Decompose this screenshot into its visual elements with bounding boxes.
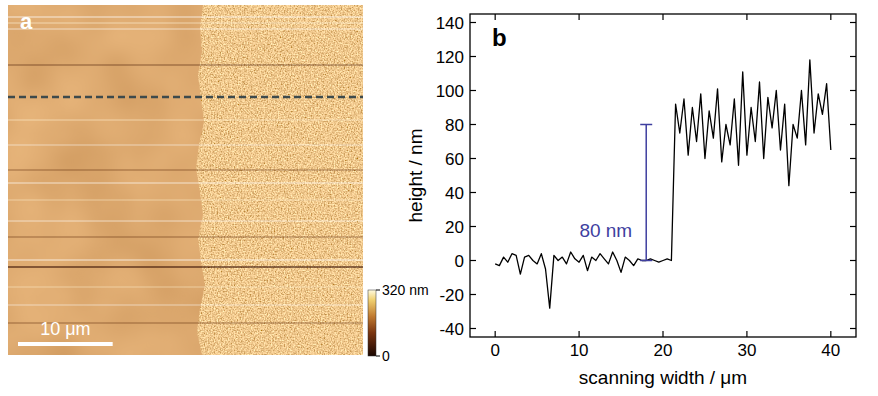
x-tick-top xyxy=(830,14,831,20)
scan-streak xyxy=(8,200,363,201)
x-tick xyxy=(495,331,496,337)
y-tick-right xyxy=(850,192,856,193)
y-tick-label: 120 xyxy=(436,48,464,67)
scan-streak xyxy=(8,170,363,171)
y-tick-label: 140 xyxy=(436,14,464,33)
y-tick-right xyxy=(850,226,856,227)
colorbar-tick-label: 320 nm xyxy=(382,282,429,298)
substrate-region xyxy=(8,5,363,355)
y-tick xyxy=(470,90,476,91)
y-tick xyxy=(470,22,476,23)
y-tick-label: 60 xyxy=(445,150,464,169)
y-tick xyxy=(470,56,476,57)
y-tick-right xyxy=(850,56,856,57)
x-axis-title: scanning width / μm xyxy=(579,367,747,388)
x-tick-label: 10 xyxy=(570,341,589,360)
y-tick-label: 40 xyxy=(445,184,464,203)
x-tick-top xyxy=(578,14,579,20)
y-tick-label: 100 xyxy=(436,82,464,101)
x-tick xyxy=(830,331,831,337)
y-tick-right xyxy=(850,22,856,23)
y-tick-label: -20 xyxy=(439,286,464,305)
y-tick xyxy=(470,124,476,125)
y-tick-label: 80 xyxy=(445,116,464,135)
y-tick xyxy=(470,226,476,227)
y-tick-right xyxy=(850,328,856,329)
bracket-cap xyxy=(640,124,652,126)
scan-streak xyxy=(8,287,363,288)
scan-streak xyxy=(8,23,363,24)
scale-bar xyxy=(18,342,113,346)
profile-line xyxy=(8,96,363,99)
colorbar xyxy=(368,290,376,356)
x-tick xyxy=(578,331,579,337)
scan-streak xyxy=(8,29,363,30)
y-tick-right xyxy=(850,124,856,125)
x-tick-top xyxy=(495,14,496,20)
scale-bar-label: 10 μm xyxy=(40,319,90,339)
scan-streak xyxy=(8,145,363,146)
colorbar-tick-label: 0 xyxy=(382,348,390,364)
height-bracket xyxy=(640,125,652,261)
profile-line xyxy=(495,60,831,308)
scan-streak xyxy=(8,305,363,306)
x-tick xyxy=(746,331,747,337)
y-tick xyxy=(470,158,476,159)
y-tick xyxy=(470,328,476,329)
film-region xyxy=(8,5,363,355)
y-tick-right xyxy=(850,158,856,159)
x-tick-top xyxy=(662,14,663,20)
plot-area xyxy=(495,60,831,308)
y-tick-right xyxy=(850,260,856,261)
scan-streak xyxy=(8,221,363,222)
colorbar-tick xyxy=(376,290,380,291)
plot-frame xyxy=(470,14,856,337)
figure: a 10 μm 320 nm 0 0 10 20 30 40 -40 -20 0 20 40 60 80 100… xyxy=(0,0,878,396)
x-tick-label: 40 xyxy=(821,341,840,360)
y-tick xyxy=(470,260,476,261)
bracket-cap xyxy=(640,260,652,262)
scan-streak xyxy=(8,237,363,238)
x-tick-top xyxy=(746,14,747,20)
scan-streak xyxy=(8,16,363,17)
scan-streak xyxy=(8,120,363,121)
scan-streak xyxy=(8,65,363,66)
y-tick-label: 0 xyxy=(455,252,464,271)
x-tick-label: 20 xyxy=(654,341,673,360)
panel-label: b xyxy=(492,24,507,51)
x-tick xyxy=(662,331,663,337)
y-tick-label: -40 xyxy=(439,320,464,339)
x-tick-label: 30 xyxy=(737,341,756,360)
y-tick-right xyxy=(850,90,856,91)
scan-streak xyxy=(8,183,363,184)
scan-streak xyxy=(8,259,363,260)
y-tick-label: 20 xyxy=(445,218,464,237)
y-tick xyxy=(470,192,476,193)
colorbar-tick xyxy=(376,356,380,357)
y-axis-title: height / nm xyxy=(405,129,426,223)
panel-label: a xyxy=(20,9,33,34)
annotation-label: 80 nm xyxy=(579,220,632,241)
afm-image xyxy=(8,5,363,355)
scan-streak xyxy=(8,266,363,267)
bracket-line xyxy=(645,125,647,261)
y-tick xyxy=(470,294,476,295)
x-tick-label: 0 xyxy=(490,341,499,360)
y-tick-right xyxy=(850,294,856,295)
